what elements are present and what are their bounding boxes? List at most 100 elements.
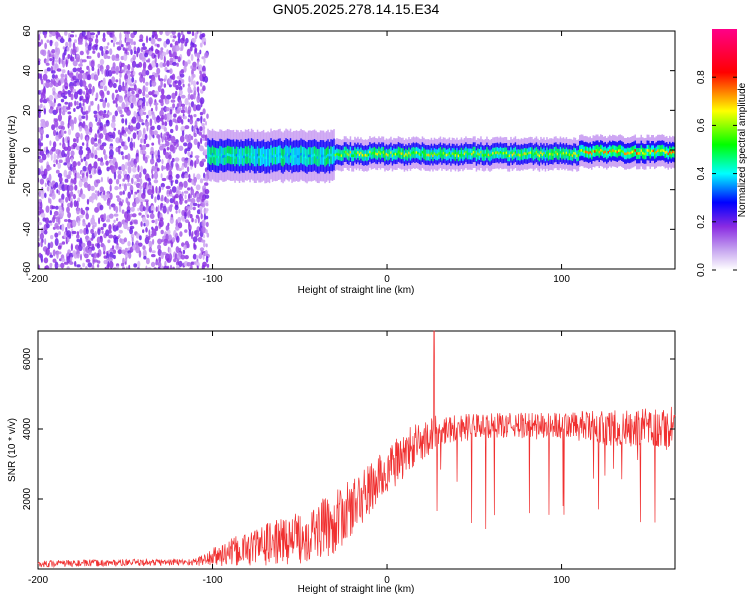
spectrogram-cell xyxy=(106,45,109,50)
spectrogram-cell xyxy=(151,142,155,146)
spectrogram-cell xyxy=(131,177,134,184)
spectrogram-cell xyxy=(140,221,143,227)
spectrogram-cell xyxy=(139,108,144,116)
spectrogram-cell xyxy=(205,134,208,142)
spectrogram-cell xyxy=(102,244,106,253)
spectrogram-cell xyxy=(121,155,125,160)
spectrogram-cell xyxy=(161,166,167,170)
spectrogram-cell xyxy=(132,213,137,218)
spectrogram-cell xyxy=(44,42,47,50)
spectrogram-cell xyxy=(117,174,122,180)
spectrogram-cell xyxy=(181,104,185,111)
spectrogram-cell xyxy=(135,122,141,130)
spectrogram-cell xyxy=(188,102,191,107)
spectrogram-cell xyxy=(85,96,90,104)
spectrogram-cell xyxy=(56,251,59,259)
spectrogram-cell xyxy=(123,133,128,137)
spectrogram-cell xyxy=(147,188,153,196)
spectrogram-cell xyxy=(168,204,173,212)
spectrogram-cell xyxy=(150,193,154,200)
spectrogram-cell xyxy=(129,213,133,218)
spectrogram-cell xyxy=(133,141,136,149)
spectrogram-cell xyxy=(205,121,207,126)
spectrogram-cell xyxy=(201,33,206,38)
spectrogram-cell xyxy=(101,49,104,57)
spectrogram-cell xyxy=(93,168,97,174)
spectrogram-cell xyxy=(40,240,43,248)
spectrogram-cell xyxy=(157,238,162,245)
spectrogram-cell xyxy=(54,52,59,60)
spectrogram-cell xyxy=(201,201,206,208)
spectrogram-cell xyxy=(73,145,76,150)
spectrogram-cell xyxy=(64,90,68,95)
spectrogram-cell xyxy=(47,242,51,250)
spectrogram-cell xyxy=(154,165,159,174)
spectrogram-cell xyxy=(210,154,212,158)
spectrogram-cell xyxy=(95,92,99,100)
spectrogram-cell xyxy=(543,151,545,155)
spectrogram-cell xyxy=(66,206,70,214)
spectrogram-cell xyxy=(475,154,478,158)
spectrogram-cell xyxy=(79,176,82,180)
spectrogram-cell xyxy=(40,165,44,173)
spectrogram-cell xyxy=(89,174,93,179)
spectrogram-cell xyxy=(93,142,98,147)
spectrogram-cell xyxy=(103,46,107,50)
spectrogram-cell xyxy=(106,90,110,96)
spectrogram-cell xyxy=(189,159,194,168)
spectrogram-cell xyxy=(191,31,195,36)
spectrogram-cell xyxy=(78,63,83,67)
spectrogram-cell xyxy=(160,182,165,188)
spectrogram-cell xyxy=(54,182,59,188)
spectrogram-cell xyxy=(381,151,383,154)
spectrogram-cell xyxy=(143,106,146,111)
spectrogram-cell xyxy=(139,118,144,123)
spectrogram-cell xyxy=(105,229,110,237)
spectrogram-cell xyxy=(253,156,256,159)
spectrogram-cell xyxy=(103,190,106,196)
spectrogram-cell xyxy=(658,149,660,152)
spectrogram-cell xyxy=(144,52,149,58)
spectrogram-cell xyxy=(176,62,179,67)
spectrogram-cell xyxy=(145,101,149,107)
spectrogram-cell xyxy=(94,190,98,194)
spectrogram-cell xyxy=(147,235,151,240)
spectrogram-cell xyxy=(136,178,141,183)
colorbar-tick-label: 0.2 xyxy=(696,214,707,228)
spectrogram-cell xyxy=(151,254,156,258)
spectrogram-cell xyxy=(531,151,533,155)
spectrogram-cell xyxy=(195,104,201,111)
spectrogram-cell xyxy=(87,262,93,268)
spectrogram-cell xyxy=(61,69,66,74)
spectrogram-cell xyxy=(77,73,83,81)
spectrogram-cell xyxy=(345,150,347,154)
spectrogram-cell xyxy=(174,179,179,184)
x-tick-label: -100 xyxy=(203,274,223,285)
spectrogram-cell xyxy=(113,213,119,217)
spectrogram-cell xyxy=(155,206,158,212)
spectrogram-cell xyxy=(138,129,142,138)
spectrogram-cell xyxy=(190,232,194,240)
spectrogram-cell xyxy=(133,263,138,268)
spectrogram-cell xyxy=(112,245,115,250)
spectrogram-cell xyxy=(44,182,47,188)
spectrogram-cell xyxy=(48,94,54,101)
spectrogram-cell xyxy=(552,153,554,156)
spectrogram-cell xyxy=(161,158,164,165)
spectrogram-cell xyxy=(129,125,134,132)
spectrogram-cell xyxy=(138,212,142,216)
spectrogram-cell xyxy=(158,256,162,263)
spectrogram-cell xyxy=(54,93,59,100)
spectrogram-cell xyxy=(358,153,361,157)
spectrogram-cell xyxy=(189,205,193,211)
spectrogram-cell xyxy=(181,119,184,125)
spectrogram-cell xyxy=(78,125,83,132)
spectrogram-cell xyxy=(340,154,343,157)
spectrogram-cell xyxy=(366,154,368,157)
spectrogram-cell xyxy=(127,201,131,207)
spectrogram-cell xyxy=(130,189,133,195)
spectrogram-cell xyxy=(94,222,97,228)
spectrogram-cell xyxy=(153,171,159,180)
spectrogram-cell xyxy=(118,234,121,238)
spectrogram-cell xyxy=(540,151,542,154)
